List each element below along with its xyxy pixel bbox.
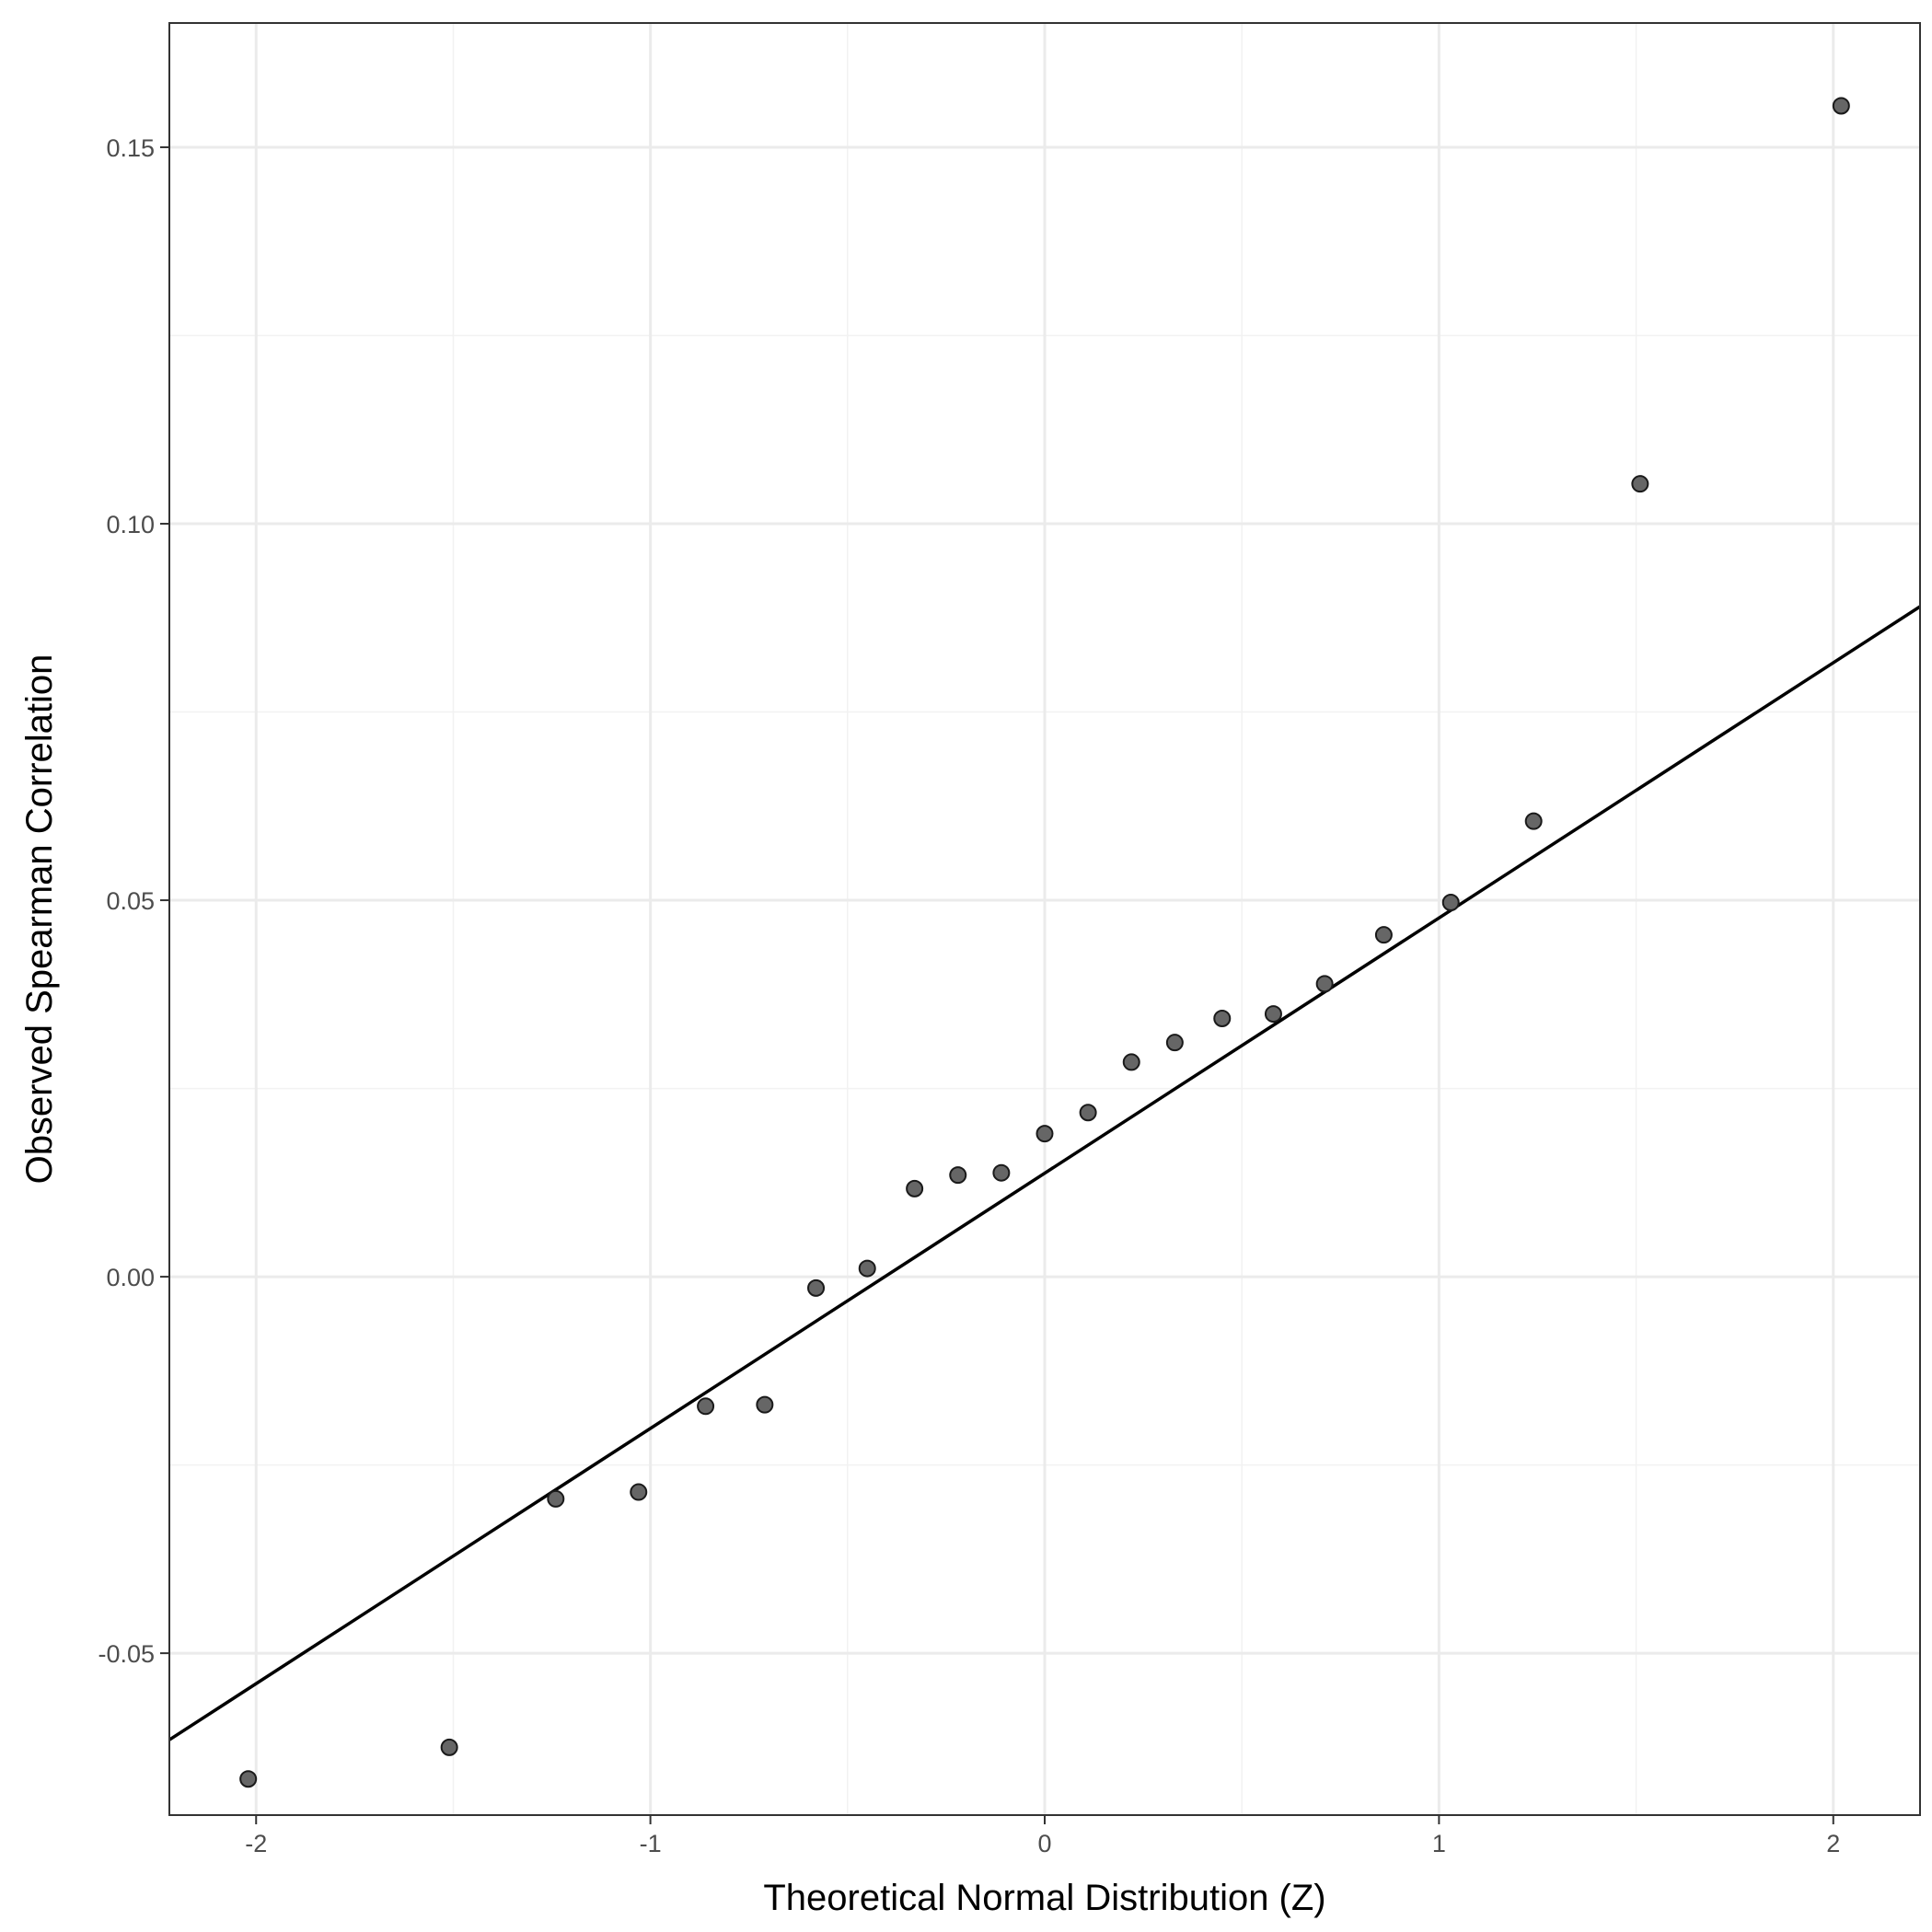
y-tick-label: 0.05 — [106, 887, 155, 915]
data-point — [697, 1397, 715, 1416]
reference-line — [168, 605, 1921, 1741]
points-layer — [239, 97, 1850, 1788]
data-point — [547, 1489, 565, 1508]
y-tick-label: 0.15 — [106, 134, 155, 162]
data-point — [1165, 1034, 1184, 1052]
data-point — [906, 1179, 924, 1197]
data-point — [756, 1395, 774, 1414]
data-point — [949, 1166, 967, 1185]
x-tick-label: -1 — [640, 1830, 662, 1857]
reference-line-layer — [168, 605, 1921, 1741]
y-tick-label: -0.05 — [98, 1640, 155, 1668]
major-gridlines — [169, 23, 1920, 1815]
data-point — [239, 1770, 258, 1788]
data-point — [1122, 1053, 1140, 1071]
data-point — [440, 1738, 458, 1756]
data-point — [630, 1483, 648, 1501]
y-tick-label: 0.10 — [106, 511, 155, 538]
data-point — [1374, 926, 1393, 944]
x-axis-title: Theoretical Normal Distribution (Z) — [763, 1878, 1325, 1918]
data-point — [1631, 475, 1649, 493]
x-tick-label: 0 — [1037, 1830, 1051, 1857]
data-point — [1524, 812, 1543, 830]
x-tick-label: 2 — [1826, 1830, 1840, 1857]
data-point — [858, 1259, 876, 1278]
data-point — [1315, 975, 1334, 993]
x-tick-label: -2 — [245, 1830, 267, 1857]
y-tick-label: 0.00 — [106, 1264, 155, 1291]
y-axis-ticks: -0.05 0.00 0.05 0.10 0.15 — [98, 134, 169, 1668]
x-axis-ticks: -2 -1 0 1 2 — [245, 1815, 1840, 1857]
data-point — [1832, 97, 1850, 115]
y-axis-title: Observed Spearman Correlation — [19, 654, 60, 1185]
data-point — [992, 1163, 1011, 1182]
data-point — [1441, 894, 1460, 912]
x-tick-label: 1 — [1432, 1830, 1446, 1857]
data-point — [807, 1278, 826, 1297]
data-point — [1079, 1104, 1097, 1122]
data-point — [1213, 1009, 1232, 1027]
data-point — [1264, 1005, 1282, 1024]
data-point — [1035, 1125, 1054, 1143]
